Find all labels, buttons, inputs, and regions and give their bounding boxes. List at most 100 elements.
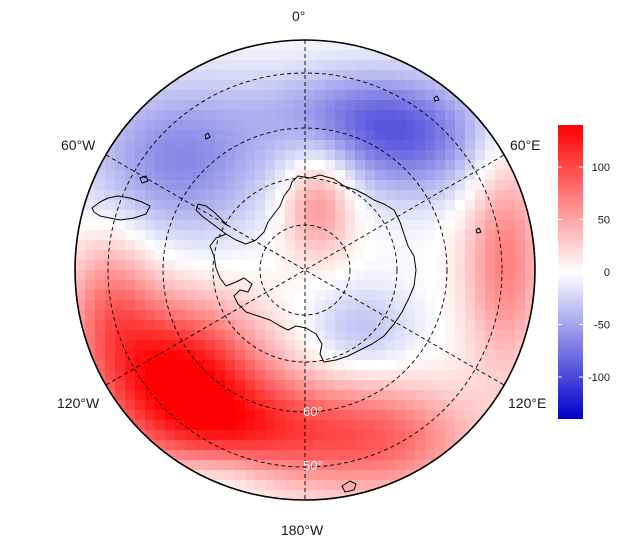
field-cell: [265, 270, 276, 281]
field-cell: [175, 390, 186, 401]
field-cell: [205, 430, 216, 441]
field-cell: [475, 180, 486, 191]
field-cell: [205, 340, 216, 351]
field-cell: [445, 260, 456, 271]
field-cell: [525, 210, 535, 221]
field-cell: [195, 290, 206, 301]
field-cell: [285, 370, 296, 381]
field-cell: [105, 260, 116, 271]
field-cell: [415, 390, 426, 401]
field-cell: [275, 420, 286, 431]
field-cell: [205, 200, 216, 211]
field-cell: [455, 110, 466, 121]
field-cell: [285, 380, 296, 391]
field-cell: [315, 200, 326, 211]
field-cell: [395, 80, 406, 91]
field-cell: [435, 160, 446, 171]
field-cell: [335, 280, 346, 291]
field-cell: [195, 410, 206, 421]
field-cell: [255, 430, 266, 441]
field-cell: [315, 380, 326, 391]
field-cell: [385, 450, 396, 461]
field-cell: [185, 380, 196, 391]
field-cell: [515, 330, 526, 341]
field-cell: [305, 210, 316, 221]
field-cell: [255, 150, 266, 161]
field-cell: [475, 210, 486, 221]
field-cell: [275, 480, 286, 491]
field-cell: [205, 260, 216, 271]
field-cell: [405, 300, 416, 311]
field-cell: [115, 350, 126, 361]
field-cell: [135, 270, 146, 281]
field-cell: [415, 100, 426, 111]
field-cell: [135, 360, 146, 371]
field-cell: [305, 100, 316, 111]
field-cell: [165, 460, 176, 471]
field-cell: [265, 390, 276, 401]
field-cell: [225, 130, 236, 141]
field-cell: [415, 150, 426, 161]
field-cell: [235, 240, 246, 251]
field-cell: [125, 400, 136, 411]
field-cell: [375, 490, 386, 500]
field-cell: [485, 360, 496, 371]
field-cell: [245, 360, 256, 371]
field-cell: [215, 230, 226, 241]
field-cell: [145, 370, 156, 381]
field-cell: [355, 420, 366, 431]
field-cell: [415, 230, 426, 241]
field-cell: [295, 170, 306, 181]
field-cell: [275, 120, 286, 131]
field-cell: [425, 340, 436, 351]
field-cell: [255, 40, 266, 51]
field-cell: [345, 420, 356, 431]
field-cell: [405, 250, 416, 261]
field-cell: [145, 340, 156, 351]
field-cell: [105, 190, 116, 201]
field-cell: [405, 80, 416, 91]
field-cell: [435, 120, 446, 131]
field-cell: [395, 460, 406, 471]
field-cell: [395, 390, 406, 401]
field-cell: [445, 380, 456, 391]
field-cell: [365, 80, 376, 91]
field-cell: [485, 350, 496, 361]
field-cell: [365, 440, 376, 451]
field-cell: [195, 440, 206, 451]
field-cell: [425, 320, 436, 331]
field-cell: [305, 280, 316, 291]
field-cell: [435, 310, 446, 321]
field-cell: [425, 280, 436, 291]
field-cell: [265, 340, 276, 351]
field-cell: [465, 270, 476, 281]
field-cell: [75, 220, 86, 231]
field-cell: [265, 360, 276, 371]
field-cell: [165, 260, 176, 271]
field-cell: [285, 210, 296, 221]
field-cell: [245, 430, 256, 441]
field-cell: [95, 210, 106, 221]
field-cell: [325, 220, 336, 231]
field-cell: [185, 450, 196, 461]
field-cell: [315, 360, 326, 371]
field-cell: [225, 360, 236, 371]
field-cell: [275, 380, 286, 391]
field-cell: [295, 280, 306, 291]
field-cell: [525, 270, 535, 281]
field-cell: [325, 290, 336, 301]
field-cell: [315, 60, 326, 71]
field-cell: [145, 250, 156, 261]
field-cell: [385, 150, 396, 161]
field-cell: [345, 180, 356, 191]
field-cell: [255, 320, 266, 331]
field-cell: [275, 350, 286, 361]
field-cell: [455, 240, 466, 251]
field-cell: [495, 360, 506, 371]
field-cell: [175, 270, 186, 281]
field-cell: [345, 380, 356, 391]
field-cell: [325, 90, 336, 101]
field-cell: [135, 250, 146, 261]
field-cell: [115, 140, 126, 151]
field-cell: [385, 320, 396, 331]
